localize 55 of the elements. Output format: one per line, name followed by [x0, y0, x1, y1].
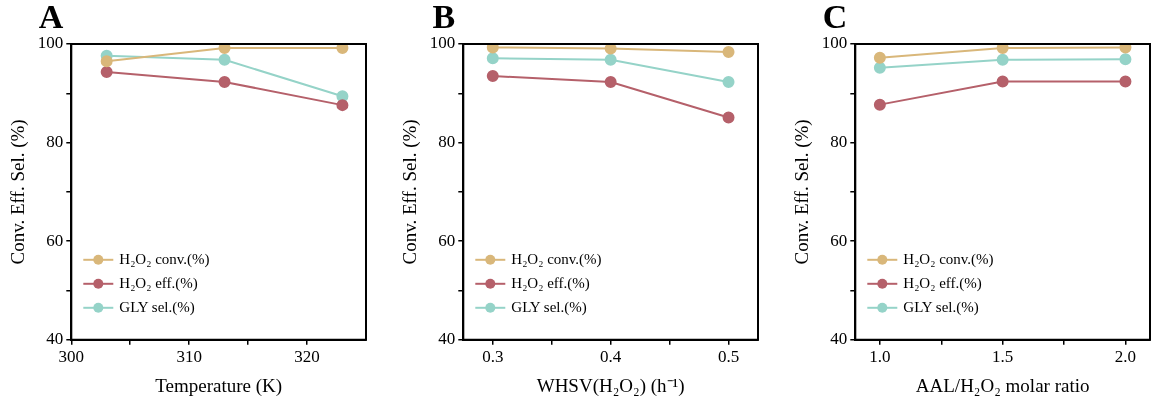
x-tick-label: 310 [176, 347, 202, 367]
y-tick-label: 60 [438, 230, 456, 250]
legend-label: H₂O₂ conv.(%) [119, 250, 210, 268]
x-axis-title: WHSV(H₂O₂) (h⁻¹) [536, 374, 685, 397]
point [100, 55, 113, 68]
x-tick-label: 1.0 [869, 347, 891, 367]
point [218, 44, 231, 54]
y-tick-label: 40 [830, 329, 848, 349]
y-axis-title: Conv. Eff. Sel. (%) [7, 119, 30, 265]
chart-title: C [822, 0, 848, 35]
point [486, 52, 499, 65]
point [604, 44, 617, 55]
y-tick-label: 60 [830, 230, 848, 250]
y-tick-label: 80 [438, 132, 456, 152]
point [336, 99, 349, 112]
legend-label: H₂O₂ eff.(%) [511, 274, 590, 292]
point [218, 75, 231, 88]
legend-label: H₂O₂ conv.(%) [903, 250, 994, 268]
legend-label: H₂O₂ eff.(%) [119, 274, 198, 292]
x-tick-label: 1.5 [992, 347, 1014, 367]
point [486, 44, 499, 54]
x-axis-title: AAL/H₂O₂ molar ratio [915, 374, 1090, 396]
point [100, 66, 113, 79]
y-tick-label: 40 [438, 329, 456, 349]
chart-title: A [38, 0, 64, 35]
legend-label: GLY sel.(%) [903, 298, 979, 316]
chart-title: B [432, 0, 456, 35]
x-tick-label: 0.3 [482, 347, 504, 367]
x-tick-label: 2.0 [1114, 347, 1137, 367]
y-tick-label: 100 [821, 33, 848, 53]
legend-label: H₂O₂ conv.(%) [511, 250, 602, 268]
y-axis-title: Conv. Eff. Sel. (%) [399, 119, 422, 265]
y-tick-label: 60 [46, 230, 64, 250]
legend-label: GLY sel.(%) [119, 298, 195, 316]
y-axis-title: Conv. Eff. Sel. (%) [791, 119, 814, 265]
point [604, 53, 617, 66]
x-tick-label: 0.4 [600, 347, 622, 367]
point [722, 111, 735, 124]
legend-label: H₂O₂ eff.(%) [903, 274, 982, 292]
x-tick-label: 320 [294, 347, 320, 367]
x-tick-label: 300 [58, 347, 85, 367]
point [722, 45, 735, 58]
point [722, 75, 735, 88]
x-tick-label: 0.5 [717, 347, 740, 367]
point [486, 70, 499, 83]
y-tick-label: 40 [46, 329, 64, 349]
y-tick-label: 100 [429, 33, 456, 53]
y-tick-label: 80 [46, 132, 64, 152]
point [604, 75, 617, 88]
point [218, 53, 231, 66]
y-tick-label: 100 [37, 33, 64, 53]
x-axis-title: Temperature (K) [155, 374, 283, 397]
legend-label: GLY sel.(%) [511, 298, 587, 316]
point [336, 44, 349, 54]
y-tick-label: 80 [830, 132, 848, 152]
